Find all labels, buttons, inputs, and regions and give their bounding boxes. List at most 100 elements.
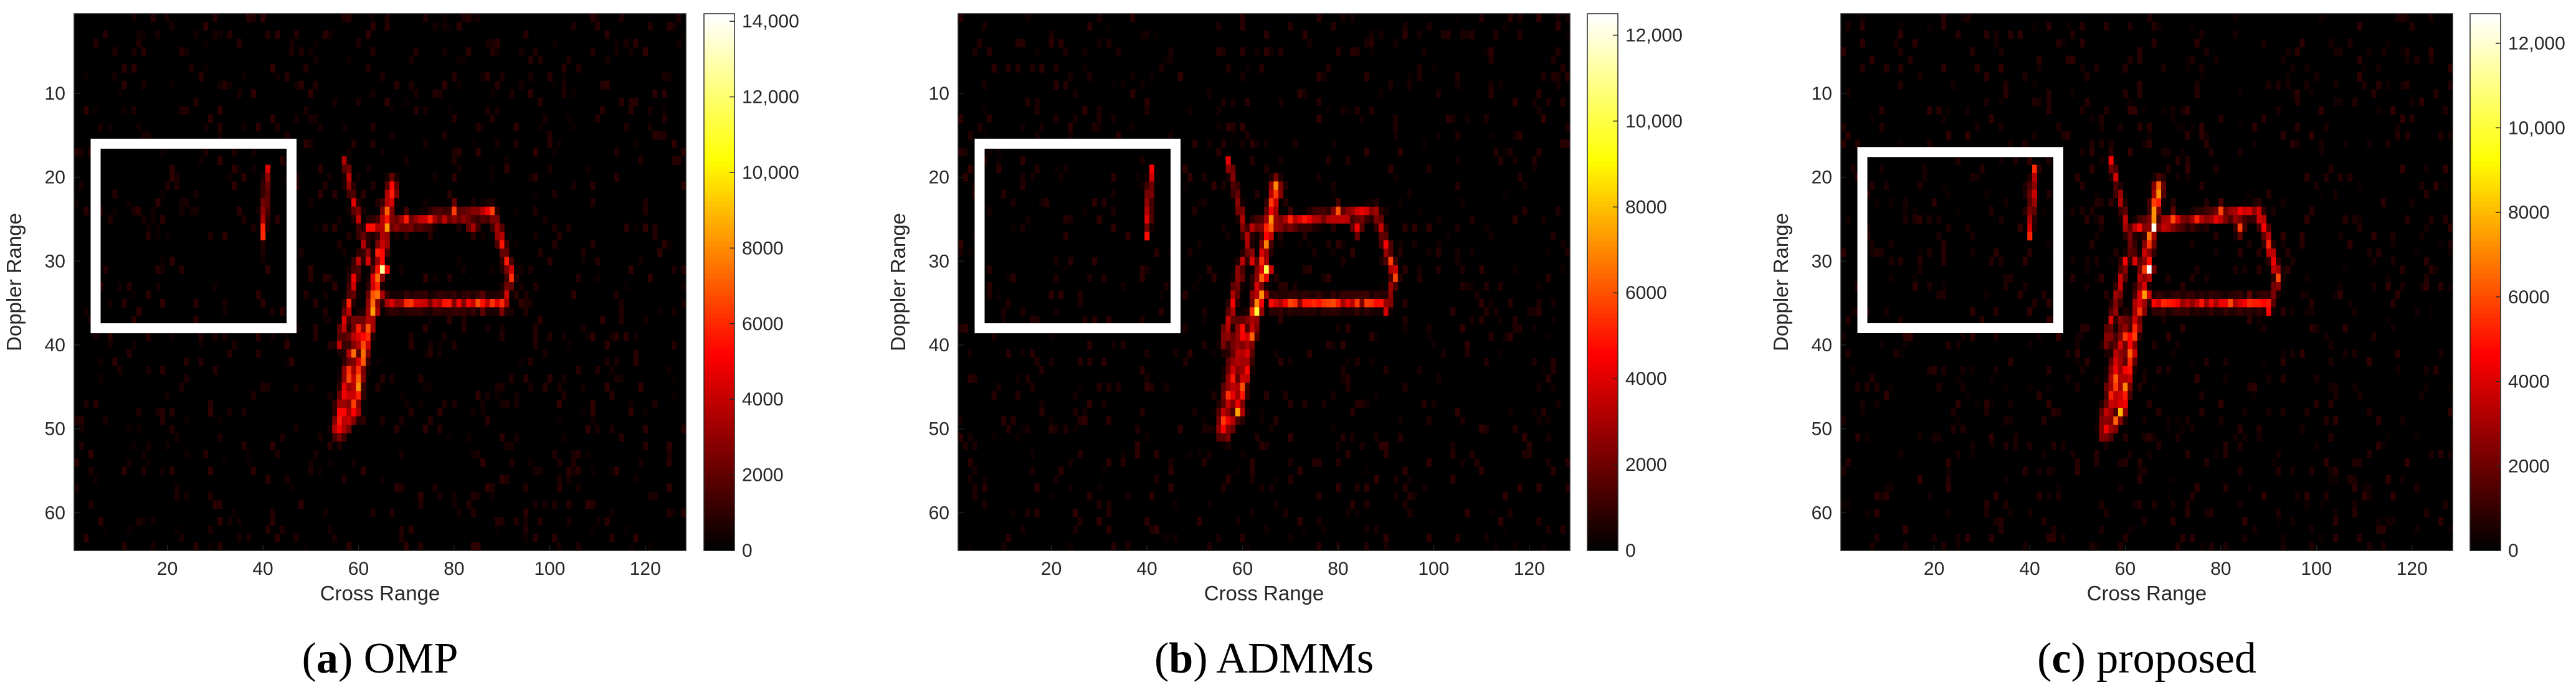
heatmap-cell bbox=[2405, 458, 2410, 467]
heatmap-cell bbox=[542, 382, 548, 392]
heatmap-cell bbox=[2142, 517, 2147, 526]
heatmap-cell bbox=[375, 382, 381, 392]
heatmap-cell bbox=[2113, 181, 2119, 191]
heatmap-cell bbox=[227, 80, 232, 90]
colorbar-step bbox=[1587, 215, 1618, 220]
heatmap-cell bbox=[1379, 307, 1384, 316]
heatmap-cell bbox=[1974, 123, 1980, 131]
heatmap-cell bbox=[308, 265, 313, 274]
heatmap-cell bbox=[571, 458, 576, 467]
colorbar-step bbox=[704, 143, 734, 149]
heatmap-cell bbox=[647, 273, 653, 283]
colorbar-step bbox=[704, 67, 734, 72]
heatmap-cell bbox=[131, 206, 137, 215]
heatmap-cell bbox=[423, 106, 429, 115]
heatmap-cell bbox=[2137, 265, 2142, 274]
heatmap-cell bbox=[2142, 366, 2147, 375]
heatmap-cell bbox=[642, 223, 649, 232]
heatmap-cell bbox=[442, 206, 447, 215]
heatmap-cell bbox=[303, 542, 309, 551]
heatmap-cell bbox=[2147, 139, 2152, 148]
heatmap-cell bbox=[1048, 357, 1054, 367]
heatmap-cell bbox=[1197, 450, 1202, 459]
heatmap-cell bbox=[552, 80, 558, 90]
heatmap-cell bbox=[1073, 391, 1078, 400]
heatmap-cell bbox=[2294, 491, 2300, 501]
heatmap-cell bbox=[418, 500, 424, 509]
heatmap-cell bbox=[423, 223, 429, 232]
heatmap-cell bbox=[150, 517, 156, 526]
heatmap-cell bbox=[1106, 39, 1111, 48]
heatmap-cell bbox=[1393, 265, 1399, 274]
heatmap-cell bbox=[351, 257, 357, 266]
heatmap-cell bbox=[404, 307, 409, 316]
heatmap-cell bbox=[652, 89, 658, 98]
caption-letter: c bbox=[2051, 635, 2071, 683]
colorbar-step bbox=[2470, 367, 2501, 372]
heatmap-cell bbox=[141, 215, 146, 224]
heatmap-cell bbox=[1235, 181, 1241, 191]
heatmap-cell bbox=[1058, 39, 1064, 48]
heatmap-cell bbox=[2280, 273, 2286, 283]
heatmap-cell bbox=[1068, 257, 1073, 266]
heatmap-cell bbox=[1397, 416, 1403, 425]
heatmap-cell bbox=[1970, 450, 1975, 459]
colorbar-step bbox=[1587, 63, 1618, 68]
heatmap-cell bbox=[2151, 433, 2157, 442]
colorbar-step bbox=[2470, 402, 2501, 408]
heatmap-cell bbox=[356, 315, 361, 324]
heatmap-cell bbox=[442, 399, 447, 409]
heatmap-cell bbox=[1498, 80, 1503, 90]
heatmap-cell bbox=[1134, 450, 1140, 459]
heatmap-cell bbox=[2280, 357, 2286, 367]
heatmap-cell bbox=[1278, 315, 1284, 324]
heatmap-cell bbox=[2237, 424, 2243, 433]
heatmap-cell bbox=[1163, 382, 1169, 392]
heatmap-cell bbox=[2108, 408, 2114, 417]
x-tick-label: 20 bbox=[1924, 559, 1944, 579]
heatmap-cell bbox=[2027, 156, 2033, 165]
heatmap-cell bbox=[1999, 525, 2004, 534]
heatmap-cell bbox=[1888, 483, 1894, 493]
heatmap-cell bbox=[361, 315, 366, 324]
heatmap-cell bbox=[427, 382, 433, 392]
heatmap-cell bbox=[1465, 282, 1470, 291]
heatmap-cell bbox=[2328, 164, 2334, 174]
heatmap-cell bbox=[2194, 89, 2200, 98]
heatmap-cell bbox=[361, 332, 366, 341]
heatmap-cell bbox=[456, 290, 462, 300]
heatmap-cell bbox=[509, 307, 515, 316]
heatmap-cell bbox=[1101, 273, 1107, 283]
heatmap-cell bbox=[642, 198, 649, 207]
heatmap-cell bbox=[2251, 307, 2257, 316]
heatmap-cell bbox=[1144, 374, 1150, 384]
heatmap-cell bbox=[1225, 173, 1231, 182]
heatmap-cell bbox=[346, 366, 352, 375]
heatmap-cell bbox=[2204, 47, 2210, 56]
heatmap-cell bbox=[1264, 265, 1270, 274]
heatmap-cell bbox=[1936, 215, 1942, 224]
colorbar-step bbox=[704, 80, 734, 86]
heatmap-cell bbox=[1999, 215, 2004, 224]
heatmap-cell bbox=[1220, 408, 1227, 417]
heatmap-cell bbox=[1249, 215, 1255, 224]
heatmap-cell bbox=[217, 131, 223, 140]
heatmap-cell bbox=[590, 240, 596, 249]
colorbar-step bbox=[2470, 430, 2501, 435]
heatmap-cell bbox=[499, 399, 505, 409]
colorbar-step bbox=[704, 398, 734, 404]
heatmap-cell bbox=[609, 466, 615, 476]
heatmap-cell bbox=[1974, 399, 1980, 409]
heatmap-cell bbox=[1994, 332, 1999, 341]
caption-paren: ( bbox=[1154, 635, 1169, 683]
heatmap-cell bbox=[2256, 298, 2262, 308]
heatmap-cell bbox=[1273, 416, 1279, 425]
heatmap-cell bbox=[1345, 290, 1351, 300]
heatmap-cell bbox=[2390, 298, 2396, 308]
heatmap-cell bbox=[1379, 232, 1384, 241]
heatmap-cell bbox=[1379, 223, 1384, 232]
heatmap-cell bbox=[2122, 391, 2128, 400]
colorbar-step bbox=[1587, 344, 1618, 350]
heatmap-cell bbox=[346, 357, 352, 367]
heatmap-cell bbox=[2185, 173, 2190, 182]
